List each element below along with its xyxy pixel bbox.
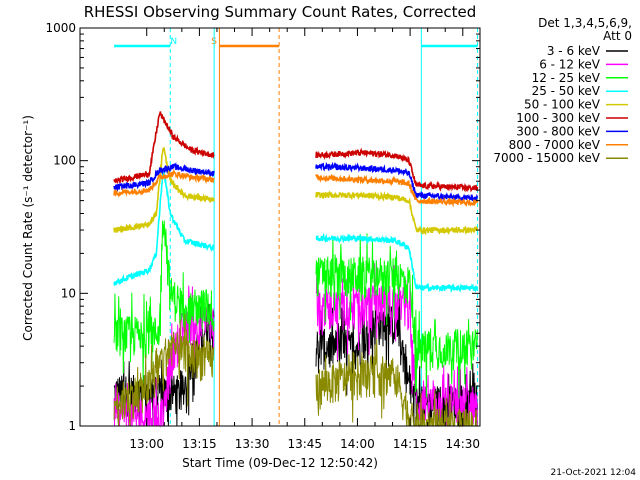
legend-header-attenuator: Att 0 (603, 29, 632, 43)
x-tick-label: 14:30 (445, 437, 480, 451)
plot-frame (79, 27, 481, 427)
legend-label: 50 - 100 keV (524, 98, 601, 112)
y-tick-label: 1000 (45, 21, 76, 35)
legend-label: 100 - 300 keV (516, 111, 600, 125)
x-tick-label: 13:30 (235, 437, 270, 451)
annotation-label: N (170, 37, 177, 47)
x-tick-label: 14:15 (393, 437, 428, 451)
series-trace-7000-15000keV (113, 313, 215, 427)
x-tick-label: 14:00 (340, 437, 375, 451)
series-trace-300-800keV (113, 162, 215, 193)
y-tick-label: 10 (61, 286, 76, 300)
x-tick-label: 13:00 (129, 437, 164, 451)
series-4 (113, 146, 479, 236)
legend-label: 800 - 7000 keV (509, 138, 601, 152)
series-3 (113, 167, 479, 294)
legend-header-detectors: Det 1,3,4,5,6,9, (538, 16, 632, 30)
y-axis-label: Corrected Count Rate (s⁻¹ detector⁻¹) (21, 115, 35, 341)
y-axis: 1 10 100 1000 (45, 21, 480, 433)
series-trace-50-100keV (113, 146, 215, 233)
chart-title: RHESSI Observing Summary Count Rates, Co… (84, 3, 477, 21)
y-tick-label: 100 (53, 154, 76, 168)
x-axis: 13:00 13:15 13:30 13:45 14:00 14:15 14:30 (129, 28, 480, 451)
annotation-layer: NS (114, 28, 479, 426)
x-tick-label: 13:45 (287, 437, 322, 451)
series-trace-12-25keV (315, 233, 478, 399)
series-5 (113, 111, 479, 193)
series-trace-800-7000keV (315, 173, 479, 208)
series-trace-100-300keV (113, 111, 215, 184)
legend-label: 7000 - 15000 keV (493, 151, 600, 165)
x-tick-label: 13:15 (182, 437, 217, 451)
legend-label: 25 - 50 keV (532, 84, 601, 98)
footer-date: 21-Oct-2021 12:04 (551, 468, 637, 478)
x-axis-label: Start Time (09-Dec-12 12:50:42) (182, 456, 378, 470)
series-trace-12-25keV (113, 220, 215, 384)
legend-label: 300 - 800 keV (516, 124, 600, 138)
legend-label: 6 - 12 keV (539, 57, 601, 71)
series-trace-50-100keV (315, 190, 479, 236)
series-7 (113, 168, 479, 208)
y-tick-label: 1 (68, 419, 76, 433)
series-2 (113, 220, 478, 399)
series-trace-25-50keV (315, 232, 479, 294)
series-trace-100-300keV (315, 147, 479, 193)
series-trace-25-50keV (113, 167, 215, 287)
series-trace-300-800keV (315, 161, 479, 204)
legend-label: 12 - 25 keV (532, 71, 601, 85)
legend-label: 3 - 6 keV (547, 44, 601, 58)
series-trace-800-7000keV (113, 168, 215, 198)
series-6 (113, 161, 479, 204)
